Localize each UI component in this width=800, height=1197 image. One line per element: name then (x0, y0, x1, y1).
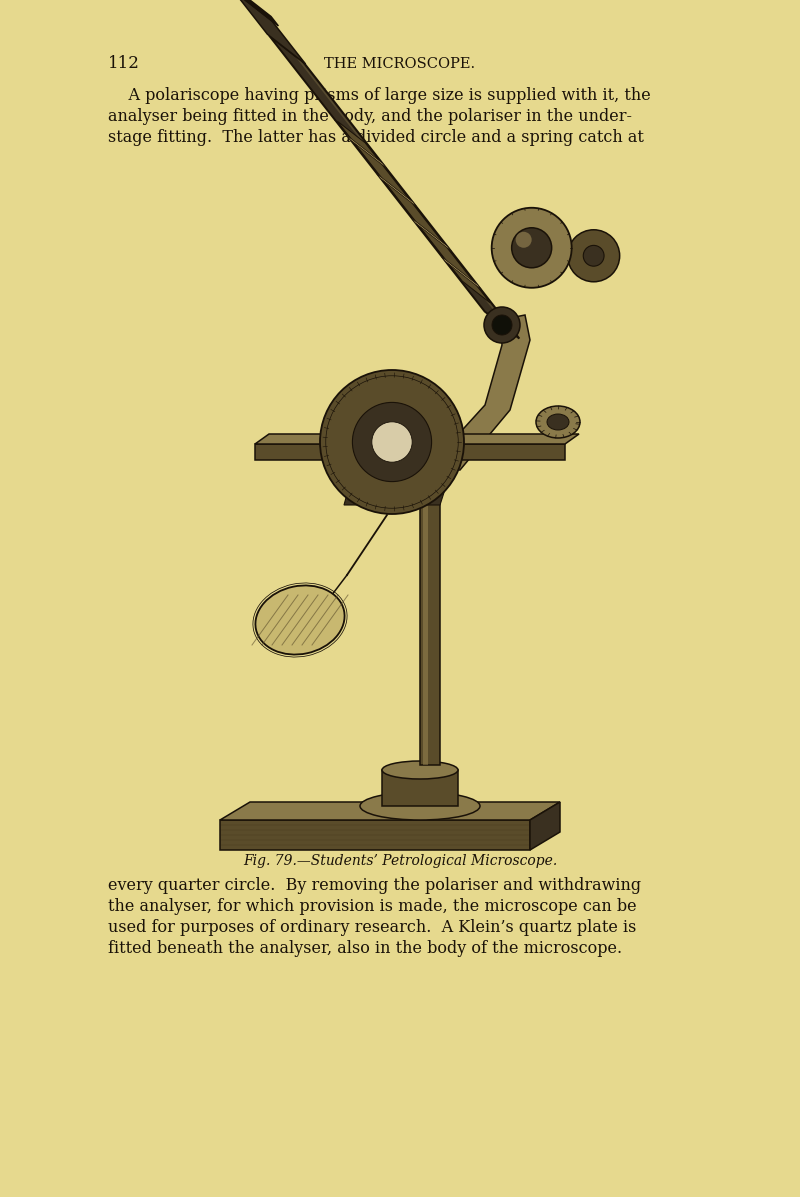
Polygon shape (530, 802, 560, 850)
Polygon shape (234, 0, 306, 65)
Text: A polariscope having prisms of large size is supplied with it, the: A polariscope having prisms of large siz… (108, 87, 650, 104)
Ellipse shape (547, 414, 569, 430)
Circle shape (492, 315, 512, 335)
Ellipse shape (360, 792, 480, 820)
Ellipse shape (492, 208, 572, 287)
Text: stage fitting.  The latter has a divided circle and a spring catch at: stage fitting. The latter has a divided … (108, 129, 644, 146)
Text: analyser being fitted in the body, and the polariser in the under-: analyser being fitted in the body, and t… (108, 108, 632, 124)
Polygon shape (255, 435, 579, 444)
Text: used for purposes of ordinary research.  A Klein’s quartz plate is: used for purposes of ordinary research. … (108, 919, 636, 936)
Text: the analyser, for which provision is made, the microscope can be: the analyser, for which provision is mad… (108, 898, 637, 915)
Text: 112: 112 (108, 55, 140, 72)
Polygon shape (220, 802, 560, 820)
Polygon shape (255, 444, 565, 460)
Circle shape (372, 421, 412, 462)
Ellipse shape (512, 227, 552, 268)
Ellipse shape (516, 232, 532, 248)
Text: fitted beneath the analyser, also in the body of the microscope.: fitted beneath the analyser, also in the… (108, 940, 622, 956)
Polygon shape (377, 174, 417, 207)
Polygon shape (338, 121, 490, 303)
Text: THE MICROSCOPE.: THE MICROSCOPE. (325, 57, 475, 71)
Polygon shape (420, 315, 530, 470)
Ellipse shape (583, 245, 604, 266)
Polygon shape (382, 770, 458, 806)
Polygon shape (294, 55, 515, 335)
Circle shape (484, 306, 520, 344)
Text: every quarter circle.  By removing the polariser and withdrawing: every quarter circle. By removing the po… (108, 877, 641, 894)
Polygon shape (344, 484, 447, 505)
Ellipse shape (568, 230, 620, 281)
Ellipse shape (382, 761, 458, 779)
Polygon shape (220, 820, 530, 850)
Text: Fig. 79.—Students’ Petrological Microscope.: Fig. 79.—Students’ Petrological Microsco… (243, 853, 557, 868)
Polygon shape (442, 256, 482, 290)
Circle shape (352, 402, 432, 481)
Ellipse shape (255, 585, 345, 655)
Polygon shape (219, 0, 278, 26)
Polygon shape (411, 218, 451, 251)
Polygon shape (269, 36, 519, 339)
Ellipse shape (536, 406, 580, 438)
Circle shape (320, 370, 464, 514)
Polygon shape (420, 470, 440, 765)
Polygon shape (346, 135, 386, 169)
Polygon shape (423, 470, 428, 765)
